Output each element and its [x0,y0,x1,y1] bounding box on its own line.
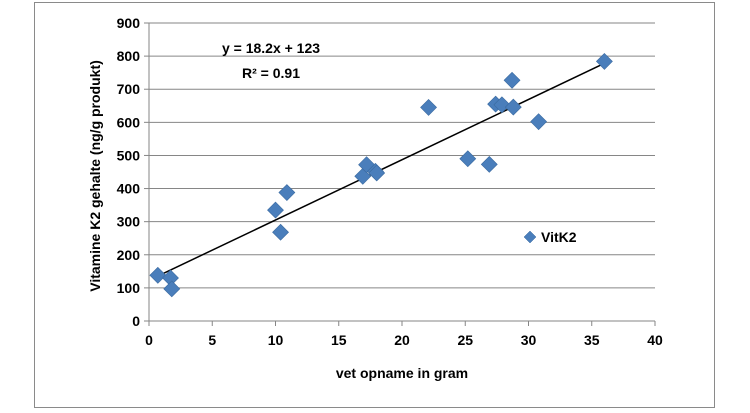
data-point [358,156,376,174]
data-point [530,113,548,131]
x-tick-label: 10 [268,332,284,348]
y-tick-label: 0 [132,313,140,329]
grid-lines [149,22,655,289]
x-tick-labels: 0 5 10 15 20 25 30 35 40 [145,332,663,348]
x-tick-label: 35 [584,332,600,348]
y-tick-label: 800 [117,48,141,64]
y-tick-label: 300 [117,214,141,230]
y-tick-label: 900 [117,15,141,31]
x-tick-label: 20 [394,332,410,348]
data-point [354,167,372,185]
y-tick-label: 200 [117,247,141,263]
data-point [163,280,181,298]
y-axis-title: Vitamine K2 gehalte (ng/g produkt) [87,60,103,292]
data-point [595,52,613,70]
legend-marker-vitk2 [523,230,537,244]
r-squared-label: R² = 0.91 [242,65,300,81]
y-tick-label: 400 [117,181,141,197]
y-tick-label: 700 [117,81,141,97]
legend-label-vitk2: VitK2 [541,229,577,245]
data-point [267,201,284,219]
x-tick-label: 25 [457,332,473,348]
data-point [149,266,167,284]
data-point [504,98,522,116]
data-point [420,99,437,116]
data-point [272,223,289,241]
y-tick-label: 600 [117,114,141,130]
x-tick-label: 5 [208,332,216,348]
data-point [278,184,296,201]
chart-frame [34,2,715,408]
y-tick-label: 500 [117,147,141,163]
y-tick-label: 100 [117,280,141,296]
x-tick-label: 15 [331,332,347,348]
axes [144,22,656,326]
x-tick-label: 40 [647,332,663,348]
data-point [459,150,477,168]
data-point [493,96,511,114]
x-tick-label: 30 [521,332,537,348]
equation-label: y = 18.2x + 123 [222,40,320,56]
y-tick-labels: 0 100 200 300 400 500 600 700 800 900 [117,15,141,329]
x-tick-label: 0 [145,332,153,348]
data-points [149,52,613,298]
legend: VitK2 [523,229,577,245]
data-point [368,164,386,182]
x-axis-title: vet opname in gram [336,365,468,381]
data-point [480,155,498,173]
data-point [503,71,521,89]
